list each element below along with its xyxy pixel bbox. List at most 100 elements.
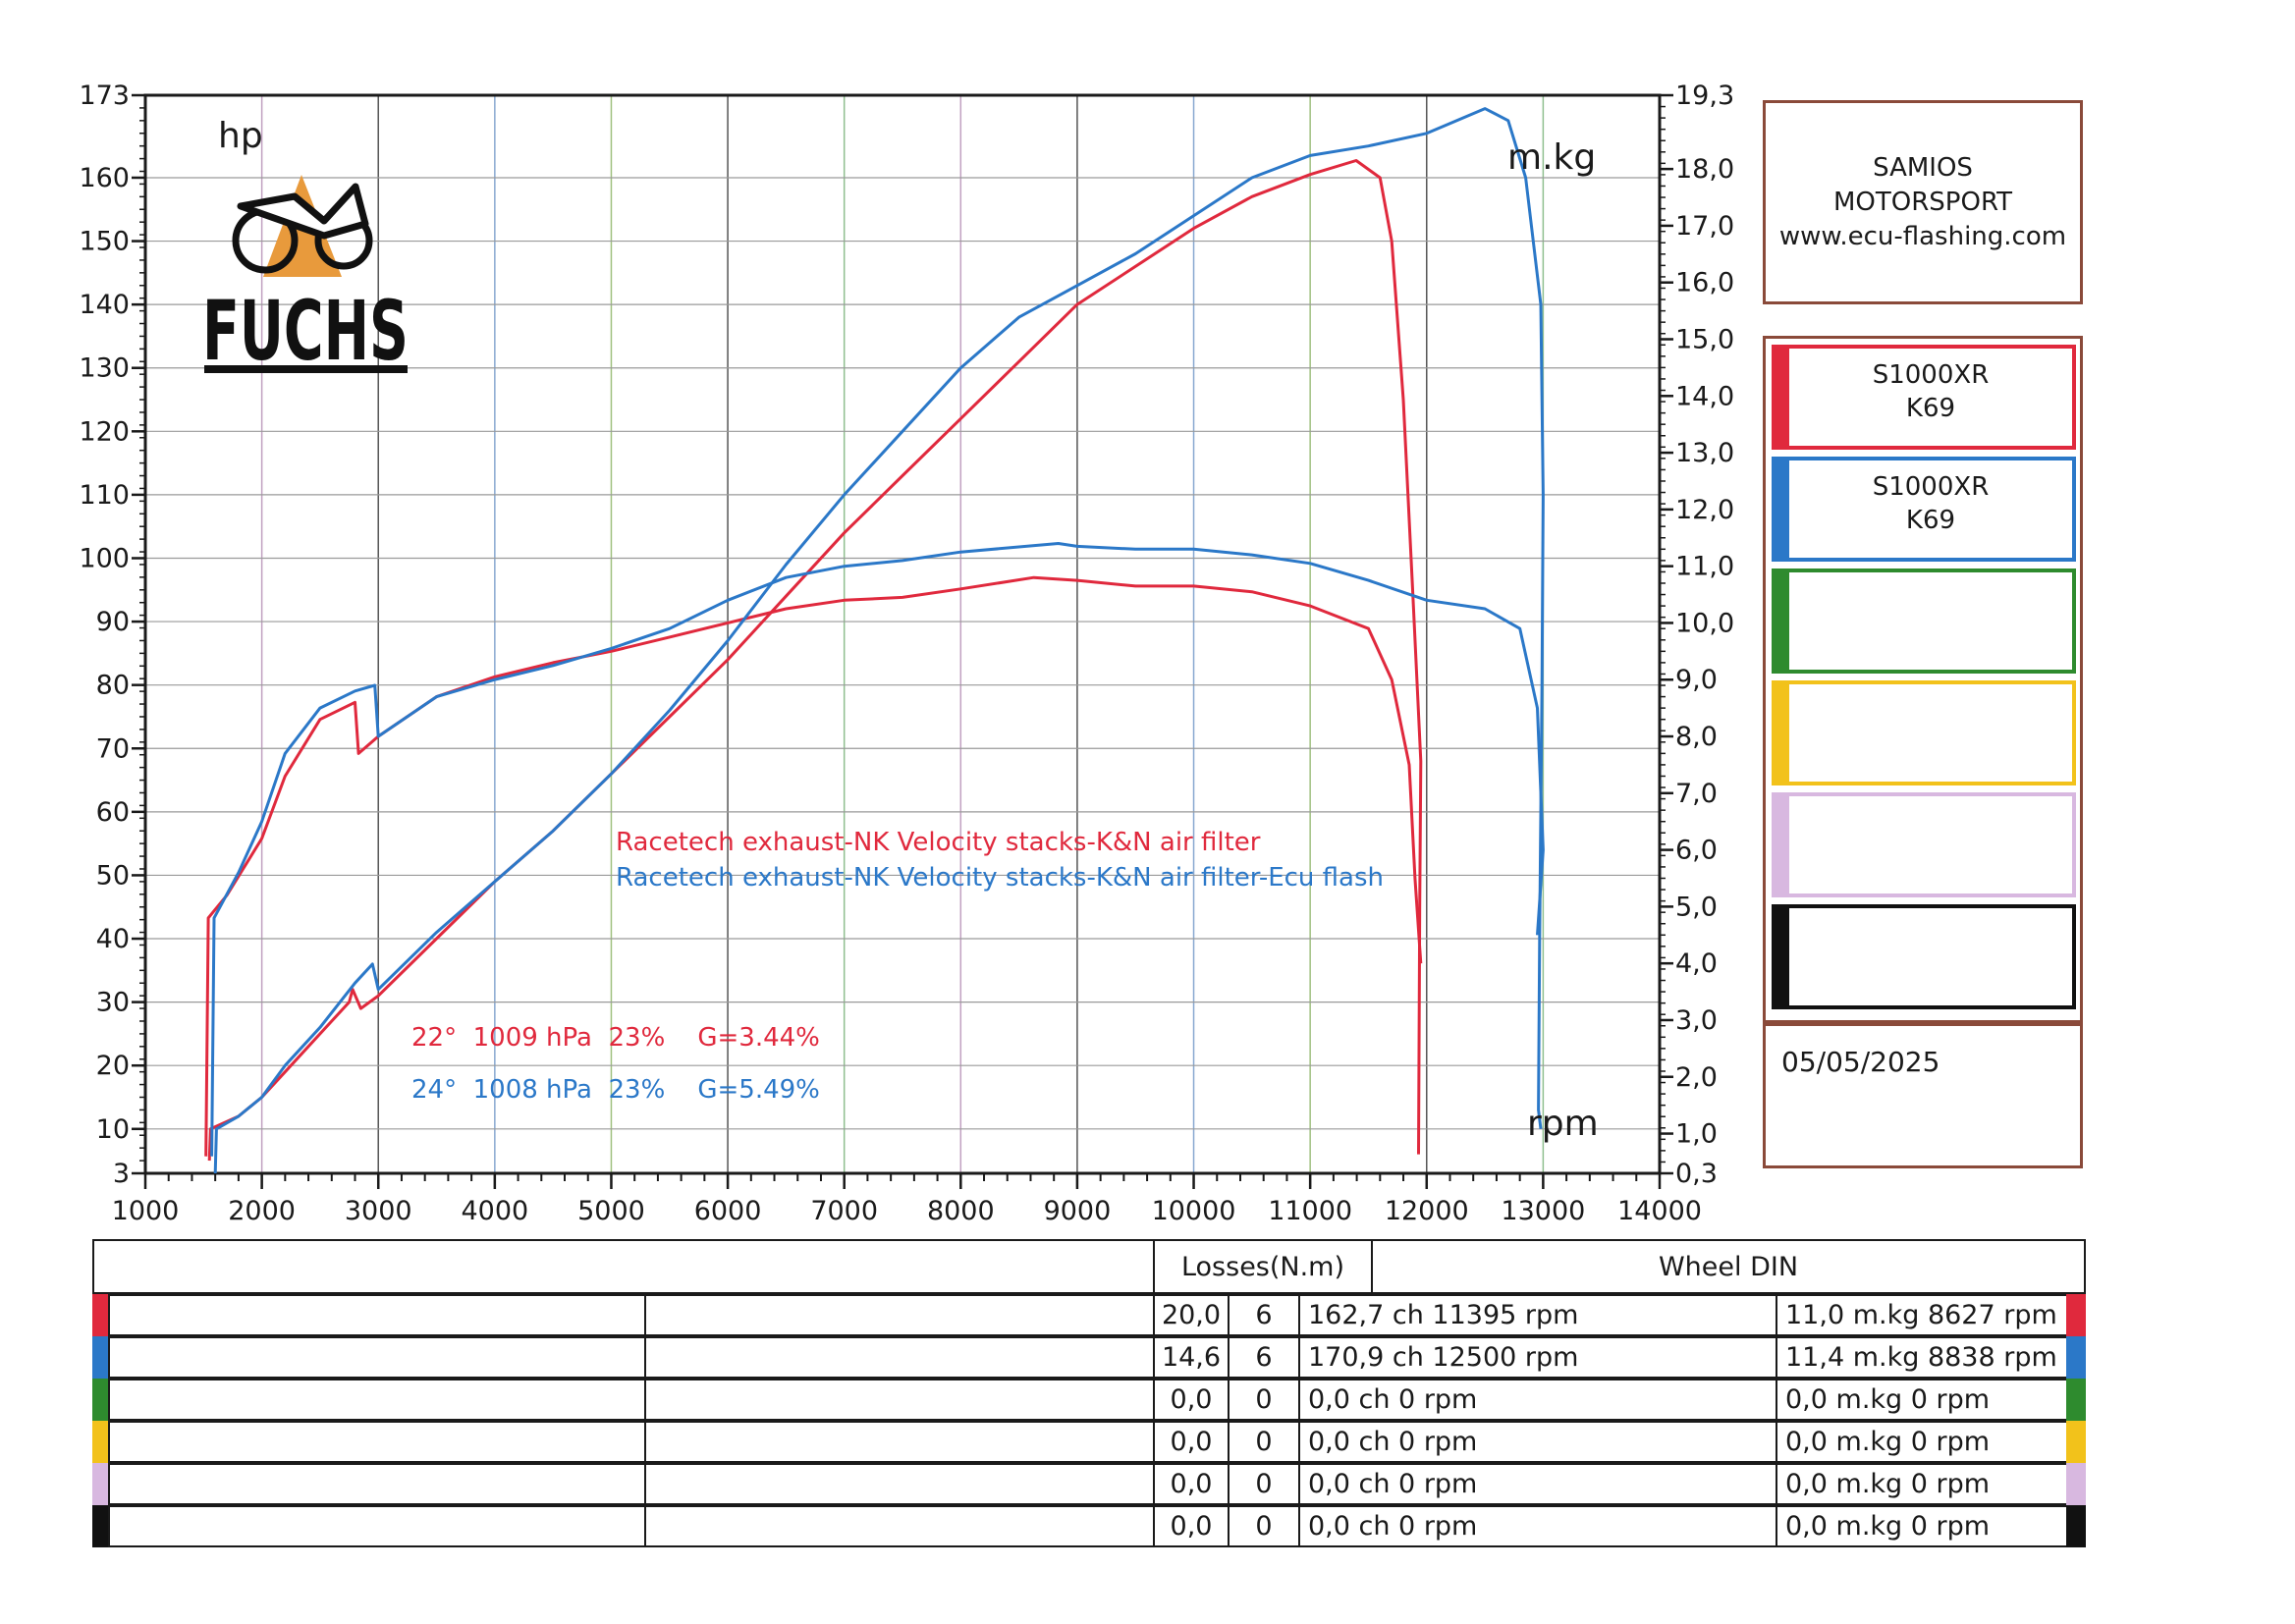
legend-label-line1: S1000XR (1872, 472, 1990, 502)
row-blank-1 (108, 1294, 646, 1336)
legend-swatch-0: S1000XR K69 (1772, 345, 2076, 450)
legend-label-line1: S1000XR (1872, 360, 1990, 390)
row-torque: 0,0 m.kg 0 rpm (1776, 1505, 2068, 1547)
legend-swatch-2 (1772, 568, 2076, 674)
plot-border (143, 93, 1662, 1175)
row-color-right (2066, 1336, 2086, 1379)
y-right-tick-label: 0,3 (1675, 1159, 1718, 1189)
y-right-tick-label: 15,0 (1675, 324, 1734, 354)
x-tick-label: 3000 (345, 1196, 412, 1226)
row-blank-2 (644, 1336, 1155, 1379)
x-tick-label: 6000 (694, 1196, 762, 1226)
y-left-tick-label: 140 (79, 290, 130, 320)
row-blank-1 (108, 1379, 646, 1421)
row-count: 6 (1228, 1294, 1300, 1336)
row-color-right (2066, 1294, 2086, 1336)
test-date: 05/05/2025 (1781, 1046, 1940, 1078)
row-loss: 0,0 (1153, 1463, 1229, 1505)
results-row: 14,6 6 170,9 ch 12500 rpm 11,4 m.kg 8838 rp… (92, 1336, 2086, 1379)
fuchs-logo: FUCHS (202, 175, 409, 379)
row-color-left (92, 1463, 108, 1505)
y-left-tick-label: 30 (96, 988, 130, 1018)
results-row: 0,0 0 0,0 ch 0 rpm 0,0 m.kg 0 rpm (92, 1505, 2086, 1547)
legend-color-strip (1776, 684, 1789, 782)
conditions-red: 22° 1009 hPa 23% G=3.44% (411, 1023, 820, 1053)
row-blank-2 (644, 1421, 1155, 1463)
legend-color-strip (1776, 796, 1789, 893)
legend-label: S1000XR K69 (1789, 470, 2072, 537)
y-right-tick-label: 8,0 (1675, 722, 1718, 752)
row-torque: 0,0 m.kg 0 rpm (1776, 1463, 2068, 1505)
y-right-tick-label: 1,0 (1675, 1119, 1718, 1150)
losses-header: Losses(N.m) (1153, 1239, 1373, 1294)
wheel-din-header: Wheel DIN (1371, 1239, 2086, 1294)
row-blank-1 (108, 1336, 646, 1379)
row-loss: 0,0 (1153, 1421, 1229, 1463)
row-blank-1 (108, 1505, 646, 1547)
y-left-tick-label: 90 (96, 607, 130, 637)
y-right-tick-label: 13,0 (1675, 438, 1734, 468)
x-tick-label: 5000 (577, 1196, 645, 1226)
legend-swatch-3 (1772, 680, 2076, 785)
row-torque: 11,4 m.kg 8838 rpm (1776, 1336, 2068, 1379)
row-power: 0,0 ch 0 rpm (1298, 1505, 1777, 1547)
torque-curve-series-0 (204, 575, 1423, 1157)
y-right-axis-ticks: 0,3 1,0 2,0 3,0 4,0 5,0 6,0 7,0 8,0 9,0 10,0 11,0 12… (1660, 81, 1734, 1189)
legend-panel: S1000XR K69 S1000XR K69 (1763, 336, 2083, 1023)
header-line-1: SAMIOS (1873, 152, 1973, 183)
power-curve-series-0 (207, 159, 1423, 1162)
y-left-axis-label: hp (218, 116, 263, 156)
row-color-left (92, 1336, 108, 1379)
row-count: 0 (1228, 1379, 1300, 1421)
row-blank-1 (108, 1463, 646, 1505)
y-left-tick-label: 160 (79, 163, 130, 193)
legend-swatch-4 (1772, 792, 2076, 897)
results-table: Losses(N.m) Wheel DIN 20,0 6 162,7 ch 1139… (92, 1239, 2086, 1547)
y-left-tick-label: 50 (96, 860, 130, 891)
conditions-blue: 24° 1008 hPa 23% G=5.49% (411, 1075, 820, 1105)
legend-color-strip (1776, 572, 1789, 670)
legend-label-line2: K69 (1905, 506, 1956, 535)
x-tick-label: 9000 (1044, 1196, 1112, 1226)
row-loss: 0,0 (1153, 1379, 1229, 1421)
row-color-left (92, 1421, 108, 1463)
y-right-tick-label: 17,0 (1675, 211, 1734, 242)
row-count: 0 (1228, 1421, 1300, 1463)
row-color-right (2066, 1421, 2086, 1463)
row-count: 0 (1228, 1505, 1300, 1547)
row-power: 0,0 ch 0 rpm (1298, 1421, 1777, 1463)
y-left-tick-label: 60 (96, 797, 130, 828)
legend-swatch-1: S1000XR K69 (1772, 457, 2076, 562)
row-power: 162,7 ch 11395 rpm (1298, 1294, 1777, 1336)
results-row: 0,0 0 0,0 ch 0 rpm 0,0 m.kg 0 rpm (92, 1421, 2086, 1463)
minor-ticks (139, 94, 1666, 1187)
legend-label-line2: K69 (1905, 394, 1956, 423)
x-tick-label: 7000 (810, 1196, 878, 1226)
y-left-tick-label: 173 (79, 81, 130, 111)
row-loss: 14,6 (1153, 1336, 1229, 1379)
row-color-right (2066, 1379, 2086, 1421)
y-right-tick-label: 10,0 (1675, 608, 1734, 638)
series-label-red: Racetech exhaust-NK Velocity stacks-K&N … (616, 828, 1261, 857)
y-right-tick-label: 6,0 (1675, 836, 1718, 866)
series-layer (204, 107, 1545, 1174)
y-left-tick-label: 70 (96, 733, 130, 764)
row-blank-2 (644, 1379, 1155, 1421)
logo-underline (204, 365, 408, 373)
row-power: 0,0 ch 0 rpm (1298, 1463, 1777, 1505)
legend-color-strip (1776, 460, 1789, 558)
y-right-tick-label: 2,0 (1675, 1062, 1718, 1093)
y-right-tick-label: 4,0 (1675, 948, 1718, 979)
y-left-tick-label: 130 (79, 353, 130, 384)
row-color-right (2066, 1463, 2086, 1505)
x-axis-label: rpm (1527, 1104, 1599, 1144)
x-tick-label: 11000 (1268, 1196, 1352, 1226)
x-tick-label: 10000 (1152, 1196, 1236, 1226)
chart-grid (145, 95, 1660, 1173)
row-color-left (92, 1294, 108, 1336)
header-line-2: MOTORSPORT (1832, 187, 2012, 217)
y-right-tick-label: 16,0 (1675, 268, 1734, 298)
row-torque: 0,0 m.kg 0 rpm (1776, 1421, 2068, 1463)
x-axis-ticks: 1000 2000 3000 4000 5000 6000 7000 8000 9000 1000… (112, 1173, 1702, 1226)
